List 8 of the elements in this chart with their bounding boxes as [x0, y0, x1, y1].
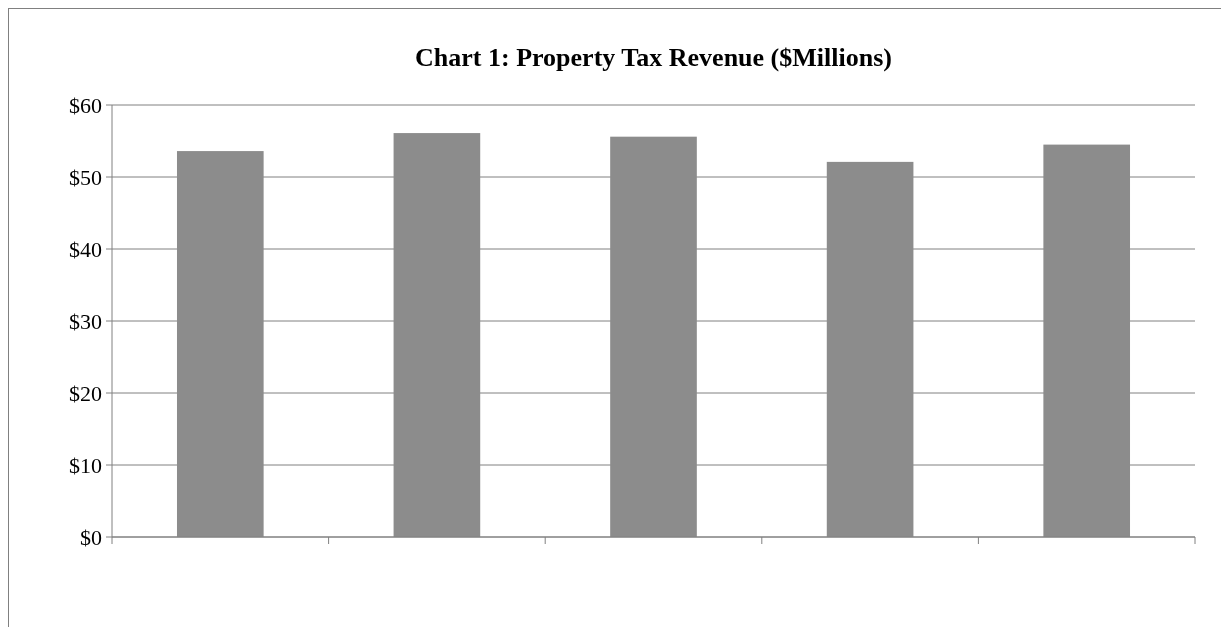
- chart-title: Chart 1: Property Tax Revenue ($Millions): [415, 43, 892, 72]
- y-tick-label: $40: [69, 236, 102, 262]
- y-tick-label: $60: [69, 92, 102, 118]
- y-tick-label: $20: [69, 380, 102, 406]
- y-tick-label: $50: [69, 164, 102, 190]
- y-tick-label: $10: [69, 452, 102, 478]
- y-tick-label: $0: [80, 524, 102, 550]
- y-tick-label: $30: [69, 308, 102, 334]
